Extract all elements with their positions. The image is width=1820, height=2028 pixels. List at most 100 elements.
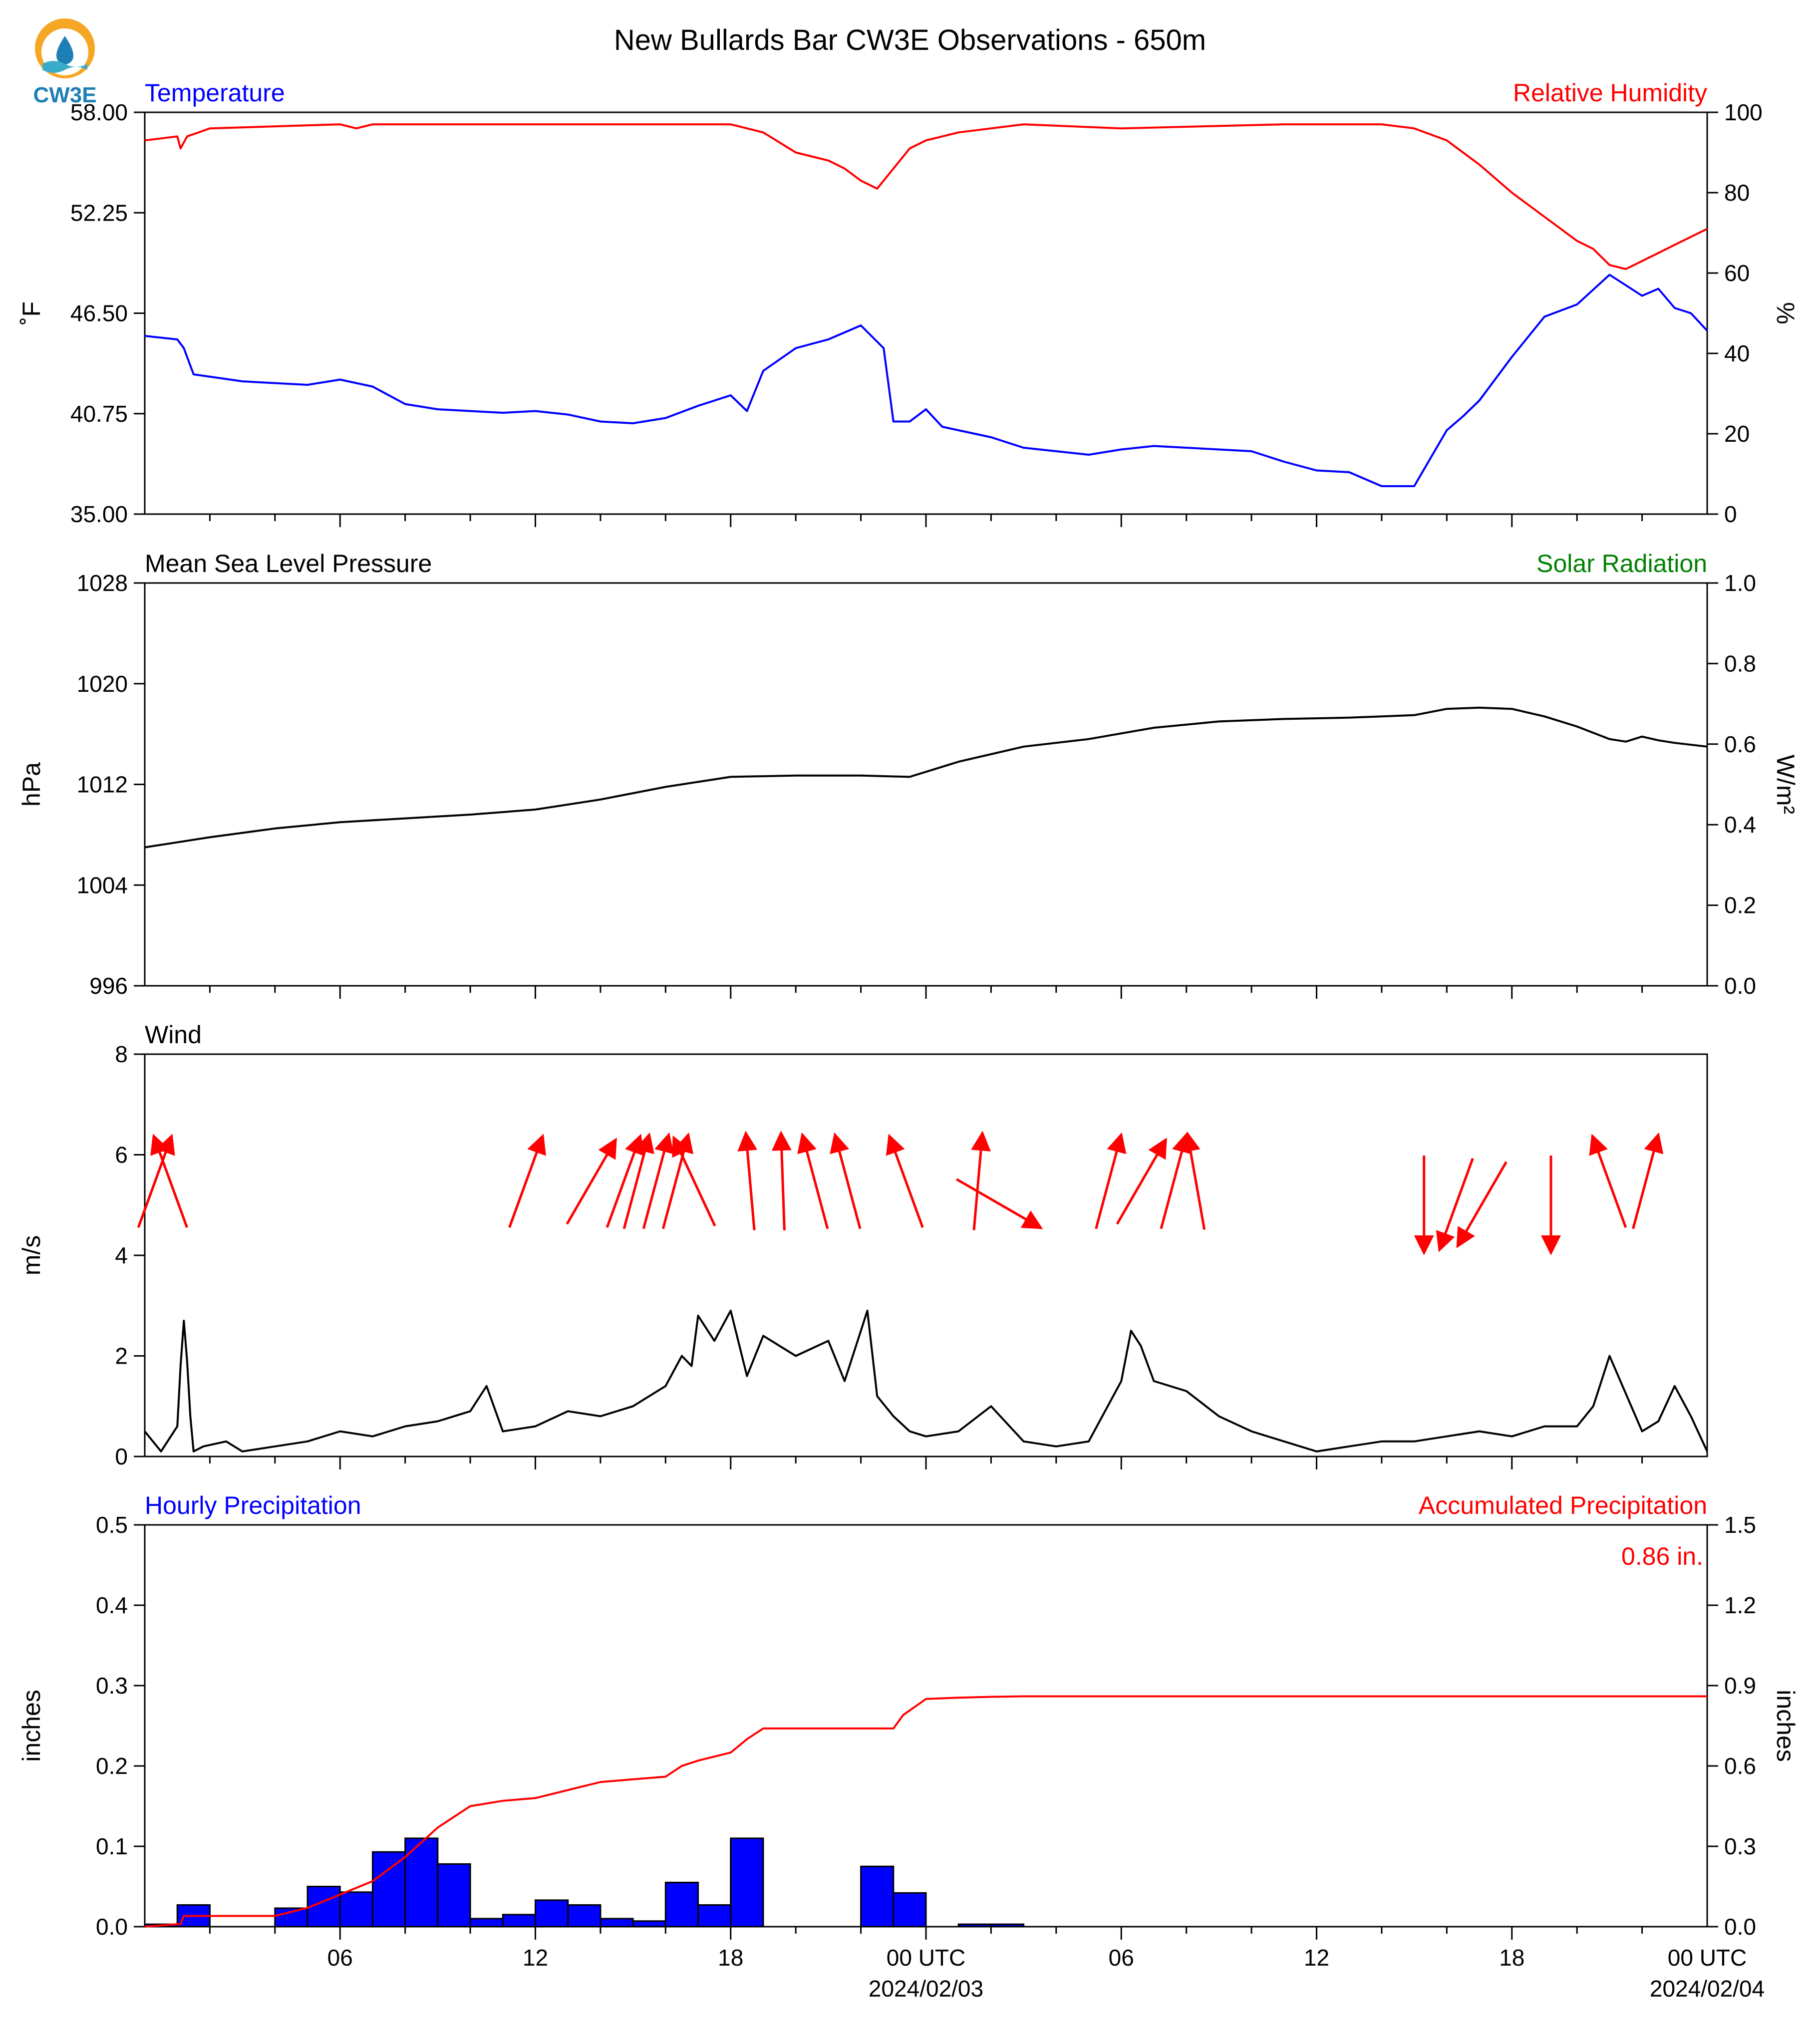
precip-bar [730, 1837, 764, 1928]
y-tick-label-right: 40 [1724, 340, 1750, 366]
y-axis-label-right: W/m² [1772, 755, 1800, 814]
y-tick-label-left: 6 [115, 1142, 128, 1168]
y-tick-label-left: 0.0 [96, 1914, 128, 1940]
x-date-label: 2024/02/03 [869, 1976, 983, 2002]
panel-label-left: Wind [145, 1021, 202, 1049]
panel-label-left: Temperature [145, 79, 285, 107]
panel-frame [144, 582, 1708, 987]
wind-arrow [1116, 1138, 1167, 1225]
y-tick-label-left: 35.00 [70, 501, 128, 527]
y-tick-label-right: 0.3 [1724, 1833, 1756, 1859]
precip-bar [567, 1904, 602, 1928]
y-tick-label-left: 1028 [77, 570, 128, 596]
y-tick-label-right: 0.9 [1724, 1673, 1756, 1699]
panel-label-right: Accumulated Precipitation [1419, 1491, 1707, 1519]
y-tick-label-left: 46.50 [70, 300, 128, 326]
panel-frame [144, 1053, 1708, 1457]
wind-arrow [661, 1132, 694, 1229]
logo-wave [42, 61, 87, 73]
wind-arrow [737, 1131, 758, 1230]
y-tick-label-right: 1.5 [1724, 1512, 1756, 1538]
y-tick-label-left: 58.00 [70, 99, 128, 125]
precip-bar [697, 1904, 732, 1928]
y-tick-label-right: 0 [1724, 501, 1737, 527]
y-tick-label-left: 0.4 [96, 1592, 128, 1618]
chart-title: New Bullards Bar CW3E Observations - 650… [614, 24, 1206, 56]
panel-frame [144, 111, 1708, 515]
wind-arrow [971, 1131, 991, 1230]
wind-arrow [137, 1134, 175, 1228]
precip-bar [339, 1891, 373, 1928]
y-tick-label-right: 1.2 [1724, 1592, 1756, 1618]
panel-pressure-solar: 996 1004 1012 1020 1028 0.0 0.2 0.4 0.6 0.8 1.0 Mea… [17, 550, 1800, 999]
y-tick-label-left: 1020 [77, 671, 128, 697]
wind-arrow [1589, 1134, 1627, 1228]
x-tick-label: 18 [718, 1945, 743, 1971]
wind-arrow [150, 1134, 189, 1228]
wind-arrow [1095, 1132, 1127, 1229]
y-tick-label-left: 0.1 [96, 1833, 128, 1859]
precip-bar [664, 1881, 699, 1928]
y-tick-label-right: 80 [1724, 180, 1750, 206]
panel-label-left: Mean Sea Level Pressure [145, 550, 432, 578]
wind-arrow [830, 1132, 862, 1229]
y-tick-label-left: 0.3 [96, 1673, 128, 1699]
wind-arrow [508, 1134, 546, 1228]
precip-bar [371, 1851, 406, 1928]
y-tick-label-right: 100 [1724, 99, 1763, 125]
y-tick-label-right: 0.8 [1724, 650, 1756, 676]
x-tick-label: 12 [1304, 1945, 1329, 1971]
wind-arrow [566, 1138, 617, 1225]
chart-panels: 35.0040.7546.5052.2558.00020406080100Tem… [17, 79, 1800, 2002]
y-axis-label-right: inches [1772, 1690, 1800, 1762]
cw3e-logo-icon [35, 18, 95, 78]
y-tick-label-left: 0.5 [96, 1512, 128, 1538]
panel-wind: 0 2 4 6 8 Wind m/s [17, 1021, 1708, 1469]
y-tick-label-left: 1012 [77, 772, 128, 798]
series-line-mean-sea-level-pressure [144, 706, 1708, 849]
y-tick-label-right: 60 [1724, 260, 1750, 286]
wind-arrow [622, 1132, 654, 1229]
y-tick-label-left: 2 [115, 1343, 128, 1369]
wind-arrow [886, 1134, 924, 1228]
y-axis-label-left: ˚F [17, 301, 45, 325]
precip-bar [990, 1923, 1025, 1928]
x-tick-label: 06 [1109, 1945, 1134, 1971]
x-tick-label: 12 [523, 1945, 548, 1971]
panel-label-right: Relative Humidity [1513, 79, 1707, 107]
precip-bar [437, 1863, 471, 1928]
precip-bar [632, 1920, 666, 1928]
series-line-wind [144, 1309, 1708, 1452]
y-tick-label-left: 0.2 [96, 1753, 128, 1779]
y-tick-label-left: 52.25 [70, 200, 128, 226]
wind-arrow [771, 1131, 792, 1231]
panel-label-left: Hourly Precipitation [145, 1491, 361, 1519]
wind-arrow [1456, 1161, 1508, 1248]
y-tick-label-right: 0.4 [1724, 812, 1756, 838]
precip-bar [600, 1918, 634, 1928]
y-tick-label-right: 0.6 [1724, 731, 1756, 757]
series-line-temperature [144, 274, 1708, 487]
precip-bar [893, 1892, 927, 1928]
y-axis-label-left: inches [17, 1690, 45, 1762]
logo-text-box: CW3E [33, 83, 96, 107]
panel-precipitation: 0.0 0.1 0.2 0.3 0.4 0.5 0.0 0.3 0.6 0.9 1.2 1.5 Hour… [17, 1491, 1800, 2002]
series-line-relative-humidity [144, 123, 1708, 270]
y-axis-label-left: m/s [17, 1235, 45, 1276]
y-tick-label-right: 0.0 [1724, 973, 1756, 999]
wind-arrow [642, 1132, 674, 1229]
precip-bar [860, 1865, 895, 1928]
y-tick-label-right: 20 [1724, 421, 1750, 447]
wind-arrow [672, 1135, 716, 1227]
y-tick-label-right: 0.2 [1724, 892, 1756, 918]
wind-arrow [797, 1132, 829, 1229]
y-tick-label-right: 0.6 [1724, 1753, 1756, 1779]
x-tick-label: 00 UTC [887, 1945, 965, 1971]
wind-arrow [1181, 1131, 1206, 1230]
y-tick-label-left: 996 [89, 973, 128, 999]
accumulated-precip-line [144, 1695, 1707, 1928]
y-tick-label-right: 0.0 [1724, 1914, 1756, 1940]
x-tick-label: 06 [327, 1945, 353, 1971]
y-tick-label-left: 1004 [77, 872, 128, 898]
